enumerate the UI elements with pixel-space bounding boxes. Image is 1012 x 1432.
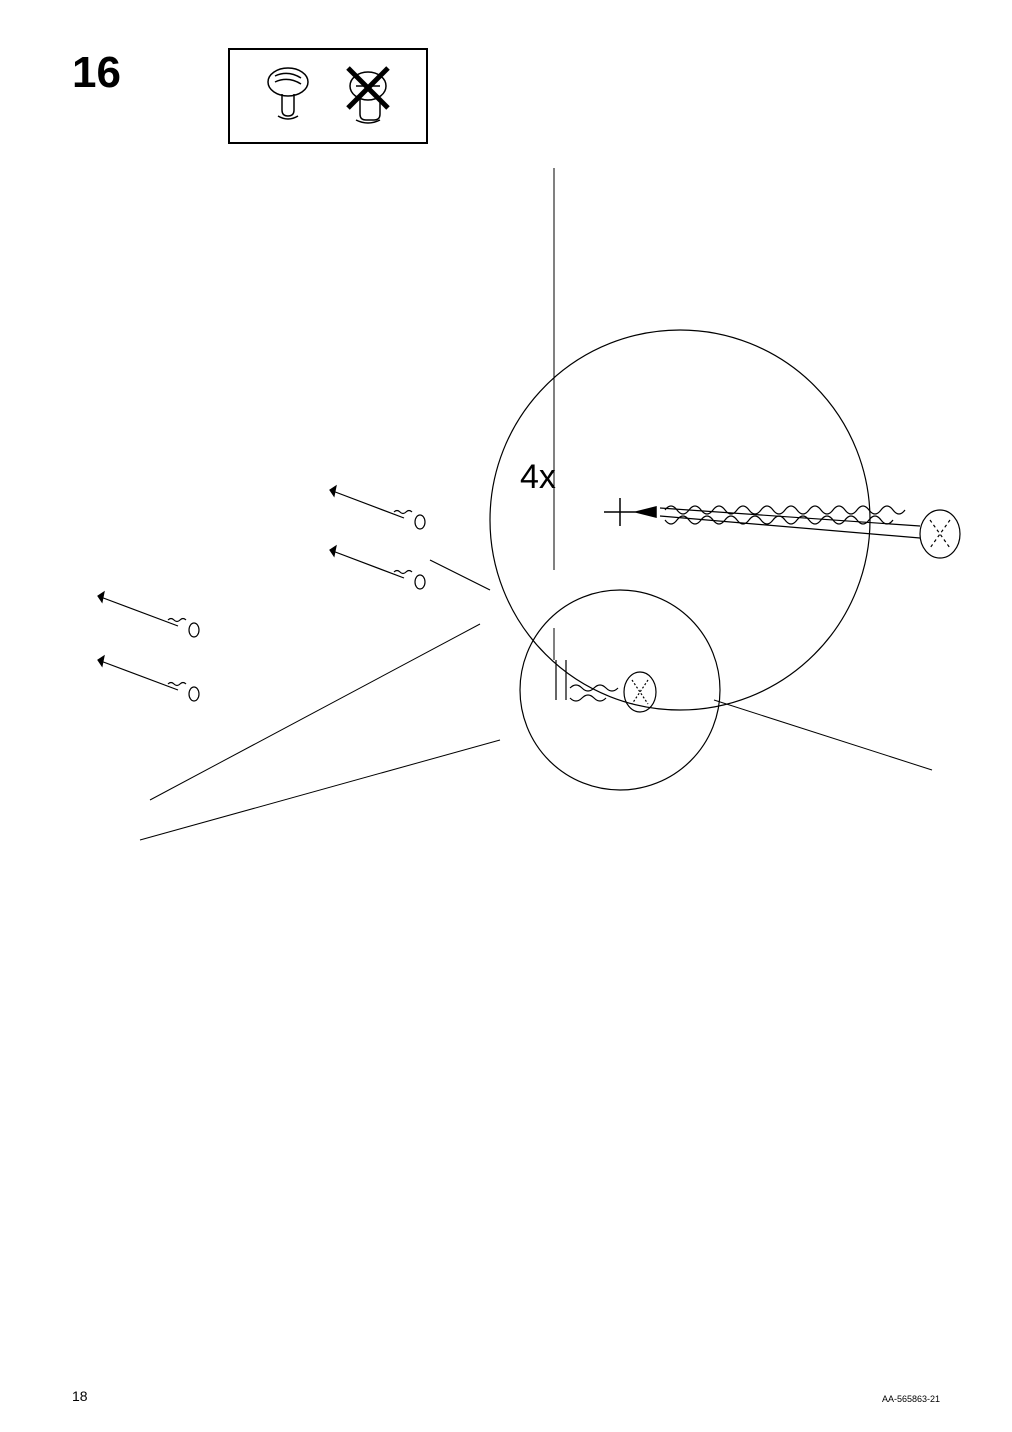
document-id: AA-565863-21 [882,1394,940,1404]
page: 16 4x [0,0,1012,1432]
assembly-diagram [0,0,1012,1432]
large-screw [660,506,960,558]
small-screws-on-panel [98,486,425,701]
small-screw-inserting [556,660,656,712]
callout-circles [430,330,870,790]
screw-hole-marker [604,498,656,526]
page-number: 18 [72,1388,88,1404]
panel-outline [140,168,932,840]
